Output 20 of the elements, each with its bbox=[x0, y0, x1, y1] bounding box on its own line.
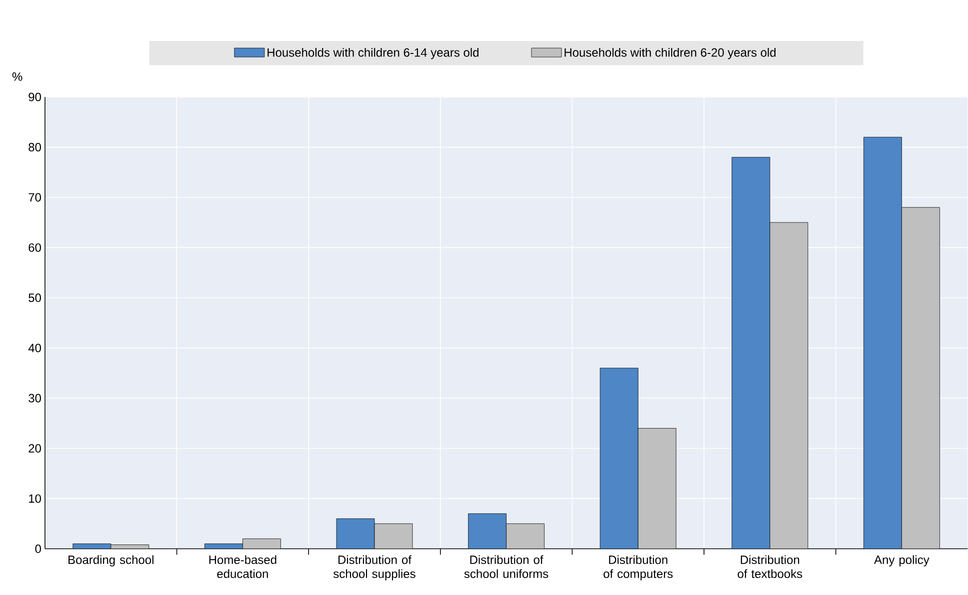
y-tick-label: 60 bbox=[28, 243, 41, 252]
x-tick-label: Distribution of school uniforms bbox=[464, 555, 548, 578]
x-tick-label: Any policy bbox=[874, 555, 930, 567]
y-tick-label: 10 bbox=[29, 494, 41, 503]
legend-label: Households with children 6-14 years old bbox=[268, 48, 478, 60]
y-tick-label: 0 bbox=[35, 544, 41, 554]
y-tick-label: 30 bbox=[28, 394, 41, 403]
x-tick-label: Distribution of school supplies bbox=[333, 555, 416, 581]
y-axis-title: % bbox=[12, 72, 22, 81]
y-tick-label: 40 bbox=[28, 344, 41, 352]
y-tick-label: 20 bbox=[28, 444, 41, 453]
x-tick-label: Home-based education bbox=[209, 555, 276, 578]
y-tick-label: 90 bbox=[28, 92, 41, 102]
x-tick-label: Distribution of computers bbox=[604, 555, 673, 581]
x-tick-label: Distribution of textbooks bbox=[738, 555, 802, 578]
y-tick-label: 70 bbox=[28, 193, 41, 202]
y-tick-label: 50 bbox=[28, 294, 41, 302]
x-tick-label: Boarding school bbox=[68, 555, 154, 567]
y-tick-label: 80 bbox=[28, 143, 41, 152]
legend-label: Households with children 6-20 years old bbox=[564, 48, 776, 60]
